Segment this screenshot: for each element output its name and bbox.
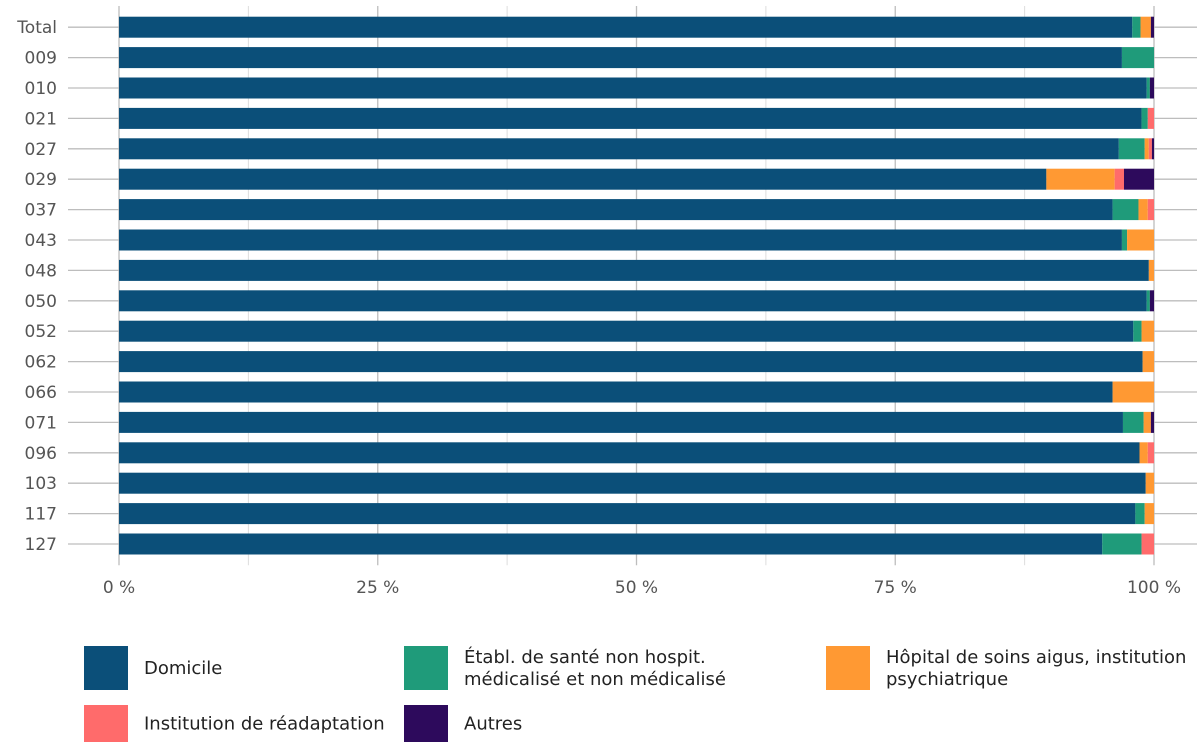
bar-segment-3 [1138,199,1148,221]
bar-segment-1 [119,442,1140,464]
bar-segment-2 [1112,199,1139,221]
bar-segment-2 [1121,47,1154,69]
bar-segment-1 [119,320,1134,342]
legend-swatch [84,646,128,690]
bar-segment-5 [1123,168,1154,190]
x-axis: 0 % 25 % 50 % 75 % 100 % [103,578,1181,598]
bar-segment-3 [1142,351,1154,373]
bar-segment-4 [1147,442,1154,464]
bar-segment-3 [1127,229,1154,251]
bar-segment-3 [1141,320,1154,342]
bar-segment-1 [119,503,1136,525]
legend-label: Établ. de santé non hospit. [464,646,706,668]
bars [119,16,1154,555]
bar-segment-2 [1132,16,1141,38]
y-tick-label: 071 [25,413,57,433]
legend-label: Institution de réadaptation [144,714,385,735]
bar-segment-1 [119,290,1147,312]
legend: Domicile Établ. de santé non hospit.médic… [84,646,1186,742]
bar-segment-1 [119,107,1142,129]
y-tick-label: 027 [25,140,57,160]
bar-segment-1 [119,77,1147,99]
legend-swatch [826,646,870,690]
y-tick-label: 066 [25,383,57,403]
legend-label: Autres [464,714,522,735]
x-tick-label: 50 % [615,578,658,598]
bar-segment-4 [1147,199,1154,221]
bar-segment-1 [119,259,1149,281]
bar-segment-2 [1118,138,1145,160]
bar-segment-5 [1150,411,1154,433]
bar-segment-4 [1114,168,1124,190]
legend-label: médicalisé et non médicalisé [464,669,726,690]
bar-segment-2 [1141,107,1148,129]
y-tick-label: 009 [25,49,57,69]
y-tick-label: 062 [25,353,57,373]
bar-segment-3 [1143,411,1151,433]
legend-label: Domicile [144,658,222,679]
x-tick-label: 75 % [874,578,917,598]
bar-segment-1 [119,411,1123,433]
bar-segment-4 [1147,107,1154,129]
bar-segment-2 [1146,77,1150,99]
y-tick-label: 117 [25,505,57,525]
y-tick-label: 021 [25,109,57,129]
bar-segment-2 [1146,290,1150,312]
bar-segment-3 [1046,168,1115,190]
bar-segment-3 [1144,503,1154,525]
bar-segment-3 [1148,259,1154,281]
y-tick-label: Total [16,18,57,38]
legend-label: psychiatrique [886,669,1008,690]
legend-swatch [404,705,448,742]
bar-segment-5 [1149,77,1154,99]
bar-segment-3 [1112,381,1154,403]
bar-segment-2 [1135,503,1145,525]
bar-segment-2 [1102,533,1142,555]
bar-segment-5 [1151,138,1154,160]
bar-segment-1 [119,533,1103,555]
y-tick-label: 103 [25,474,57,494]
x-tick-label: 25 % [356,578,399,598]
legend-swatch [84,705,128,742]
bar-segment-4 [1148,138,1152,160]
bar-segment-3 [1144,138,1149,160]
bar-segment-1 [119,229,1122,251]
bar-segment-4 [1141,533,1154,555]
y-tick-label: 050 [25,292,57,312]
y-tick-label: 096 [25,444,57,464]
y-axis: Total 009 010 021 027 029 037 043 048 050 052 062 06… [16,18,57,555]
legend-swatch [404,646,448,690]
bar-segment-5 [1150,16,1154,38]
bar-segment-3 [1140,16,1151,38]
y-tick-label: 029 [25,170,57,190]
bar-segment-1 [119,351,1143,373]
y-tick-label: 048 [25,261,57,281]
y-tick-label: 127 [25,535,57,555]
bar-segment-2 [1133,320,1142,342]
y-tick-label: 010 [25,79,57,99]
bar-segment-1 [119,138,1119,160]
bar-segment-3 [1139,442,1148,464]
x-tick-label: 0 % [103,578,135,598]
bar-segment-1 [119,199,1113,221]
legend-label: Hôpital de soins aigus, institution [886,647,1186,668]
bar-segment-1 [119,47,1122,69]
y-tick-label: 052 [25,322,57,342]
bar-segment-1 [119,168,1047,190]
bar-segment-2 [1122,411,1144,433]
y-tick-label: 037 [25,201,57,221]
bar-segment-1 [119,381,1113,403]
y-tick-label: 043 [25,231,57,251]
bar-segment-1 [119,16,1133,38]
bar-segment-2 [1121,229,1128,251]
bar-segment-5 [1149,290,1154,312]
bar-segment-1 [119,472,1146,494]
x-tick-label: 100 % [1127,578,1181,598]
bar-segment-3 [1145,472,1154,494]
